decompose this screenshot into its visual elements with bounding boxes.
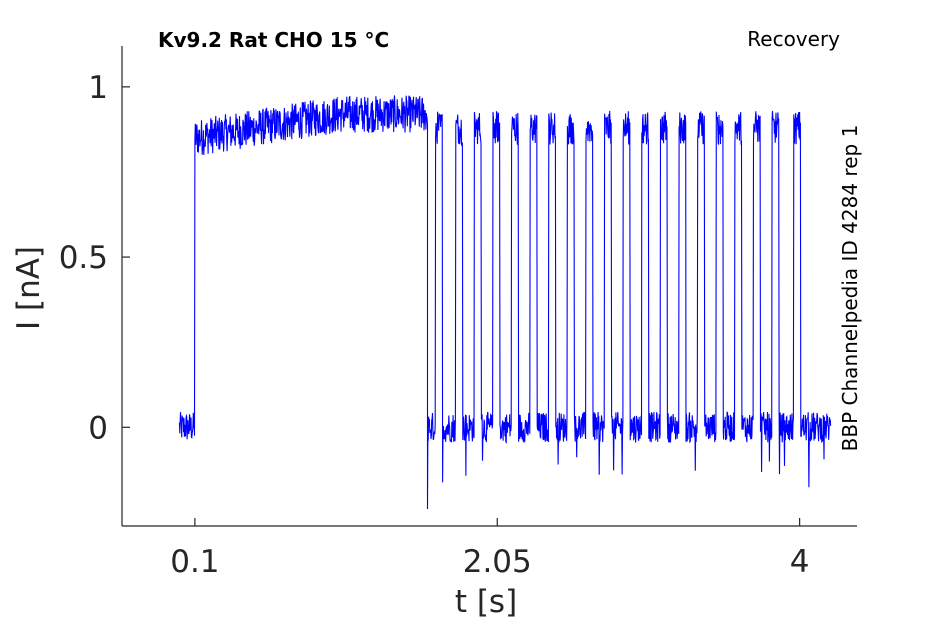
series-line	[178, 95, 832, 510]
current-trace	[178, 95, 832, 510]
x-tick-label: 0.1	[170, 544, 219, 580]
chart-annotation-protocol: Recovery	[747, 27, 840, 51]
chart-title: Kv9.2 Rat CHO 15 °C	[158, 28, 389, 52]
x-axis-label: t [s]	[455, 584, 517, 620]
y-tick-label: 1	[88, 70, 108, 106]
y-axis-label: I [nA]	[11, 246, 47, 330]
chart-side-label: BBP Channelpedia ID 4284 rep 1	[838, 125, 862, 452]
x-tick-label: 2.05	[463, 544, 532, 580]
y-tick-label: 0.5	[59, 240, 108, 276]
y-tick-label: 0	[88, 410, 108, 446]
x-tick-label: 4	[790, 544, 810, 580]
